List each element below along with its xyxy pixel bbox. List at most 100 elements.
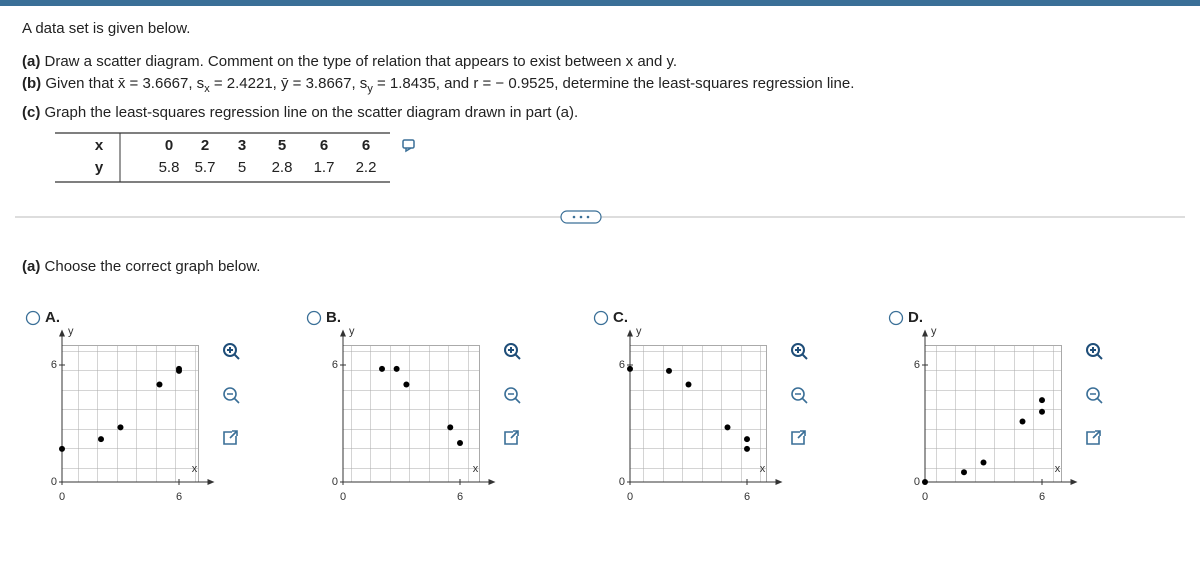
subscript: x: [204, 83, 210, 95]
icon: [1086, 430, 1101, 445]
icon: [791, 430, 806, 445]
x-arrow: [488, 479, 496, 485]
table-cell: 6: [362, 137, 370, 154]
option[interactable]: A. x y 0 6 0 6: [25, 309, 240, 503]
part-label: (c): [22, 104, 40, 121]
data-point: [744, 436, 750, 443]
data-point: [627, 365, 633, 372]
radio-button[interactable]: [25, 310, 41, 326]
icon: [223, 343, 237, 357]
icon: [1086, 343, 1100, 357]
zoom-in[interactable]: [223, 343, 240, 360]
y-axis-label: y: [68, 325, 74, 337]
zoom-out[interactable]: [791, 387, 808, 404]
open-external[interactable]: [504, 430, 519, 445]
icon: [223, 430, 238, 445]
icon: [795, 393, 808, 404]
zoom-in[interactable]: [791, 343, 808, 360]
zoom-in[interactable]: [1086, 343, 1103, 360]
data-point: [379, 365, 385, 372]
part-text: = 1.8435, and r = − 0.9525, determine th…: [373, 75, 855, 92]
x-tick-label: 6: [744, 491, 750, 503]
top-bar: [0, 0, 1200, 6]
table-cell: 5: [278, 137, 286, 154]
x-tick-label: 6: [1039, 491, 1045, 503]
radio-button[interactable]: [593, 310, 609, 326]
icon: [504, 343, 518, 357]
y-tick-label: 6: [332, 359, 338, 371]
y-arrow: [627, 329, 633, 337]
icon: [1090, 393, 1103, 404]
y-tick-label: 0: [619, 476, 625, 488]
y-axis-label: y: [349, 325, 355, 337]
x-tick-label: 0: [627, 491, 633, 503]
zoom-out[interactable]: [504, 387, 521, 404]
part-c: (c) Graph the least-squares regression l…: [22, 104, 578, 121]
y-arrow: [340, 329, 346, 337]
data-point: [457, 440, 463, 446]
x-arrow: [1070, 479, 1078, 485]
option-label: B.: [326, 309, 341, 326]
option-label: A.: [45, 309, 60, 326]
part-text: Draw a scatter diagram. Comment on the t…: [45, 53, 678, 70]
row-header: x: [95, 137, 104, 154]
icon: [795, 347, 808, 360]
x-axis-label: x: [760, 463, 766, 475]
y-arrow: [922, 329, 928, 337]
data-point: [59, 445, 65, 452]
radio-button[interactable]: [888, 310, 904, 326]
table-cell: 5.7: [195, 159, 216, 176]
icon: [508, 347, 521, 360]
x-axis-label: x: [192, 463, 198, 475]
x-tick-label: 6: [457, 491, 463, 503]
table-cell: 2.2: [356, 159, 377, 176]
x-tick-label: 0: [340, 491, 346, 503]
data-point: [393, 365, 400, 372]
data-point: [744, 445, 750, 452]
x-axis-label: x: [1055, 463, 1061, 475]
part-text: Given that x̄ = 3.6667, s: [45, 75, 204, 92]
part-text: Graph the least-squares regression line …: [45, 104, 579, 121]
y-axis-label: y: [931, 325, 937, 337]
y-tick-label: 0: [51, 476, 57, 488]
y-tick-label: 6: [619, 359, 625, 371]
icon: [504, 387, 518, 401]
zoom-out[interactable]: [1086, 387, 1103, 404]
plot-grid: [342, 345, 480, 483]
option[interactable]: C. x y 0 6 0 6: [593, 309, 808, 503]
part-label: (b): [22, 75, 41, 92]
copy-icon[interactable]: [402, 139, 415, 153]
data-point: [724, 424, 731, 431]
open-external[interactable]: [791, 430, 806, 445]
zoom-in[interactable]: [504, 343, 521, 360]
icon: [227, 347, 240, 360]
data-point: [980, 459, 987, 466]
part-a: (a) Draw a scatter diagram. Comment on t…: [22, 53, 677, 70]
x-axis-label: x: [473, 463, 479, 475]
table-cell: 2.8: [272, 159, 293, 176]
zoom-out[interactable]: [223, 387, 240, 404]
option[interactable]: D. x y 0 6 0 6: [888, 309, 1103, 503]
option-label: D.: [908, 309, 923, 326]
radio-button[interactable]: [306, 310, 322, 326]
icon: [1086, 387, 1100, 401]
y-tick-label: 6: [914, 359, 920, 371]
icon: [791, 387, 805, 401]
option[interactable]: B. x y 0 6 0 6: [306, 309, 521, 503]
question-text: Choose the correct graph below.: [45, 258, 261, 275]
table-cell: 5: [238, 159, 246, 176]
data-point: [666, 367, 672, 374]
expand-button[interactable]: [560, 210, 602, 224]
data-point: [1019, 418, 1026, 425]
open-external[interactable]: [1086, 430, 1101, 445]
y-tick-label: 0: [332, 476, 338, 488]
row-header: y: [95, 159, 104, 176]
table-cell: 6: [320, 137, 328, 154]
data-point: [98, 436, 104, 443]
part-b: (b) Given that x̄ = 3.6667, sx = 2.4221,…: [22, 75, 854, 95]
icon: [223, 387, 237, 401]
question: (a) Choose the correct graph below.: [22, 258, 260, 275]
open-external[interactable]: [223, 430, 238, 445]
question-label: (a): [22, 258, 40, 275]
y-axis-label: y: [636, 325, 642, 337]
